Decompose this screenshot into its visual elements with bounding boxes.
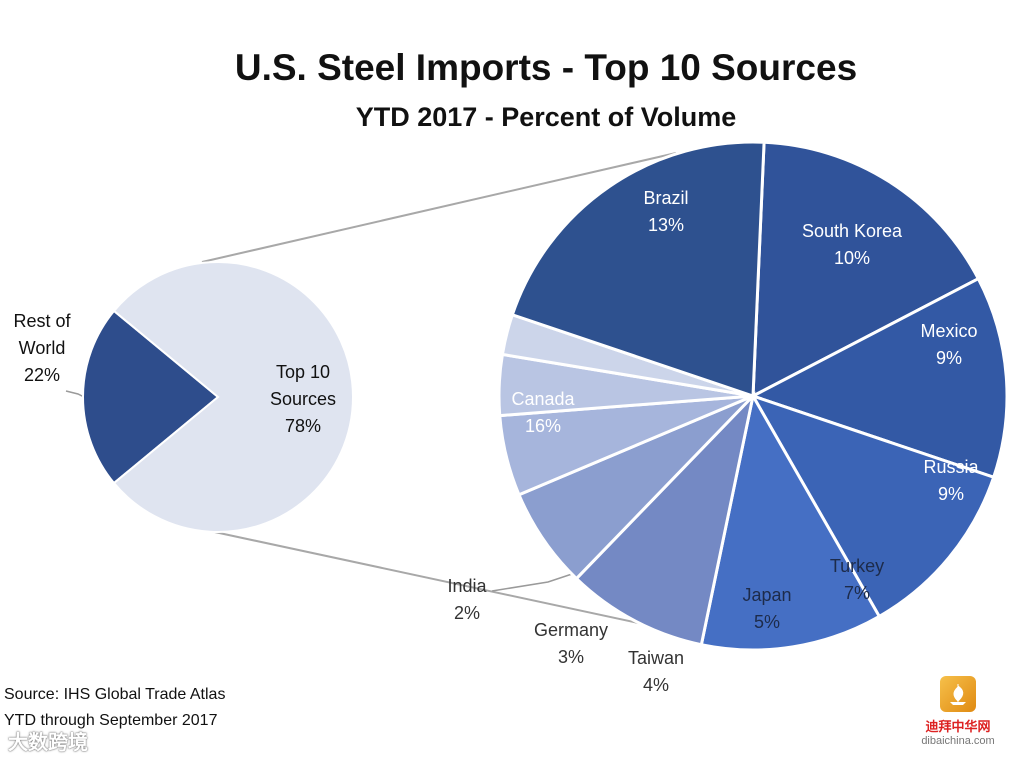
breakdown-label-germany-name: Germany bbox=[534, 620, 608, 640]
overview-label-top-10-sources-1: Sources bbox=[270, 389, 336, 409]
source-line-2: YTD through September 2017 bbox=[4, 712, 218, 729]
breakdown-label-canada-name: Canada bbox=[511, 389, 575, 409]
breakdown-slice-mexico bbox=[749, 393, 996, 619]
breakdown-slice-south-korea bbox=[749, 276, 1009, 480]
overview-label-top-10-sources-2: 78% bbox=[285, 416, 321, 436]
breakdown-label-canada-pct: 16% bbox=[525, 416, 561, 436]
breakdown-label-japan-pct: 5% bbox=[754, 612, 780, 632]
breakdown-label-mexico-name: Mexico bbox=[920, 321, 977, 341]
watermark-right-url: dibaichina.com bbox=[921, 735, 995, 747]
breakdown-pie bbox=[497, 140, 1009, 652]
breakdown-label-india-name: India bbox=[447, 576, 487, 596]
breakdown-slice-canada bbox=[510, 140, 766, 399]
breakdown-label-mexico-pct: 9% bbox=[936, 348, 962, 368]
chart-subtitle: YTD 2017 - Percent of Volume bbox=[356, 102, 737, 132]
overview-pie bbox=[82, 261, 354, 533]
breakdown-label-india-pct: 2% bbox=[454, 603, 480, 623]
breakdown-label-russia-name: Russia bbox=[923, 457, 979, 477]
breakdown-label-japan-name: Japan bbox=[742, 585, 791, 605]
overview-label-rest-of-world-2: 22% bbox=[24, 365, 60, 385]
source-line-1: Source: IHS Global Trade Atlas bbox=[4, 686, 225, 703]
overview-slice-top-10-sources bbox=[112, 261, 354, 533]
connector-lines bbox=[65, 152, 709, 639]
breakdown-label-russia-pct: 9% bbox=[938, 484, 964, 504]
overview-label-rest-of-world-0: Rest of bbox=[13, 311, 71, 331]
breakdown-label-south-korea-name: South Korea bbox=[802, 221, 903, 241]
breakdown-label-taiwan-pct: 4% bbox=[643, 675, 669, 695]
breakdown-slice-turkey bbox=[574, 391, 756, 647]
watermark-right: 迪拜中华网 dibaichina.com bbox=[918, 676, 998, 747]
slice-labels: Rest of World 22% Top 10 Sources 78% Brazil 13%… bbox=[13, 188, 979, 695]
connector-top bbox=[201, 152, 677, 263]
leader-india bbox=[491, 573, 573, 592]
breakdown-label-germany-pct: 3% bbox=[558, 647, 584, 667]
overview-label-rest-of-world-1: World bbox=[19, 338, 66, 358]
breakdown-slice-russia bbox=[699, 391, 882, 652]
breakdown-label-brazil-pct: 13% bbox=[648, 215, 684, 235]
breakdown-label-brazil-name: Brazil bbox=[643, 188, 688, 208]
breakdown-label-turkey-name: Turkey bbox=[830, 556, 884, 576]
sail-logo-icon bbox=[940, 676, 976, 712]
watermark-right-cn: 迪拜中华网 bbox=[925, 719, 991, 734]
breakdown-slice-brazil bbox=[751, 140, 981, 399]
watermark-left-text: 大数跨境 bbox=[8, 732, 88, 754]
overview-label-top-10-sources-0: Top 10 bbox=[276, 362, 330, 382]
breakdown-label-taiwan-name: Taiwan bbox=[628, 648, 684, 668]
chart-title: U.S. Steel Imports - Top 10 Sources bbox=[235, 47, 857, 88]
connector-bottom bbox=[209, 530, 709, 639]
watermark-left: 大数跨境 bbox=[8, 726, 88, 755]
breakdown-label-turkey-pct: 7% bbox=[844, 583, 870, 603]
overview-slice-rest-of-world bbox=[82, 309, 220, 485]
breakdown-label-south-korea-pct: 10% bbox=[834, 248, 870, 268]
